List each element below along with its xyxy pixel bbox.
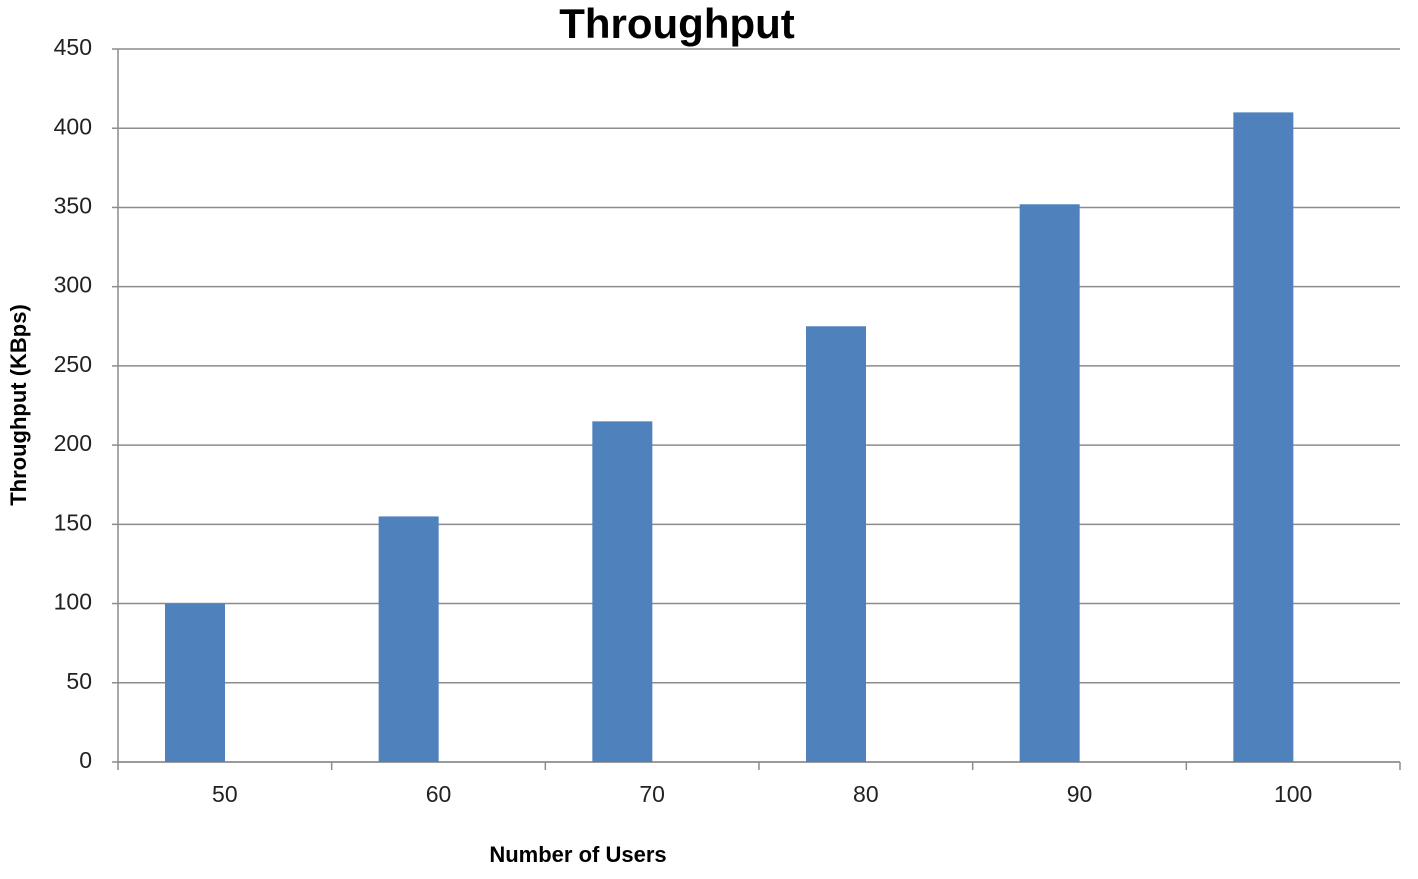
y-tick-label: 250 xyxy=(54,351,92,377)
x-tick-label: 80 xyxy=(853,781,879,807)
bar xyxy=(1233,112,1294,762)
y-tick-label: 450 xyxy=(54,34,92,60)
bar xyxy=(806,326,866,762)
y-tick-label: 200 xyxy=(54,430,92,456)
bar xyxy=(1019,204,1080,762)
y-tick-label: 100 xyxy=(54,589,92,615)
x-tick-label: 60 xyxy=(426,781,452,807)
y-tick-label: 0 xyxy=(79,747,92,773)
y-tick-label: 50 xyxy=(66,668,92,694)
bar xyxy=(592,421,653,762)
chart-title: Throughput xyxy=(559,0,795,47)
x-tick-label: 70 xyxy=(639,781,665,807)
y-tick-label: 350 xyxy=(54,193,92,219)
bar xyxy=(165,603,225,762)
x-tick-label: 100 xyxy=(1274,781,1312,807)
y-axis-label: Throughput (KBps) xyxy=(6,304,31,506)
x-tick-label: 50 xyxy=(212,781,238,807)
x-tick-label: 90 xyxy=(1067,781,1093,807)
y-tick-label: 400 xyxy=(54,113,92,139)
y-tick-label: 300 xyxy=(54,272,92,298)
y-tick-label: 150 xyxy=(54,509,92,535)
x-axis-label: Number of Users xyxy=(489,842,666,867)
bar xyxy=(378,516,439,762)
